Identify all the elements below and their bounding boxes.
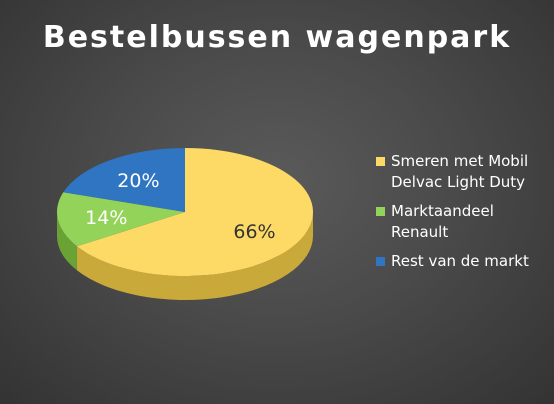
- pie-slice: [63, 148, 186, 212]
- pie-slice-label: 20%: [117, 170, 159, 192]
- legend-swatch: [376, 257, 385, 266]
- legend-item: Rest van de markt: [376, 251, 548, 272]
- legend-label: Marktaandeel Renault: [391, 202, 494, 241]
- pie-slice-label: 66%: [233, 221, 275, 243]
- legend-item: Smeren met Mobil Delvac Light Duty: [376, 151, 548, 193]
- chart-title: Bestelbussen wagenpark: [42, 20, 512, 55]
- pie-slice-side: [76, 212, 314, 300]
- pie-slice-side: [57, 212, 77, 271]
- pie-slice: [76, 147, 314, 276]
- legend-label: Smeren met Mobil Delvac Light Duty: [391, 152, 529, 191]
- pie-slice: [56, 192, 185, 247]
- pie-slice-label: 14%: [85, 207, 127, 229]
- legend-swatch: [376, 157, 385, 166]
- legend-label: Rest van de markt: [391, 252, 529, 270]
- chart-legend: Smeren met Mobil Delvac Light Duty Markt…: [376, 151, 548, 280]
- legend-item: Marktaandeel Renault: [376, 201, 548, 243]
- legend-swatch: [376, 207, 385, 216]
